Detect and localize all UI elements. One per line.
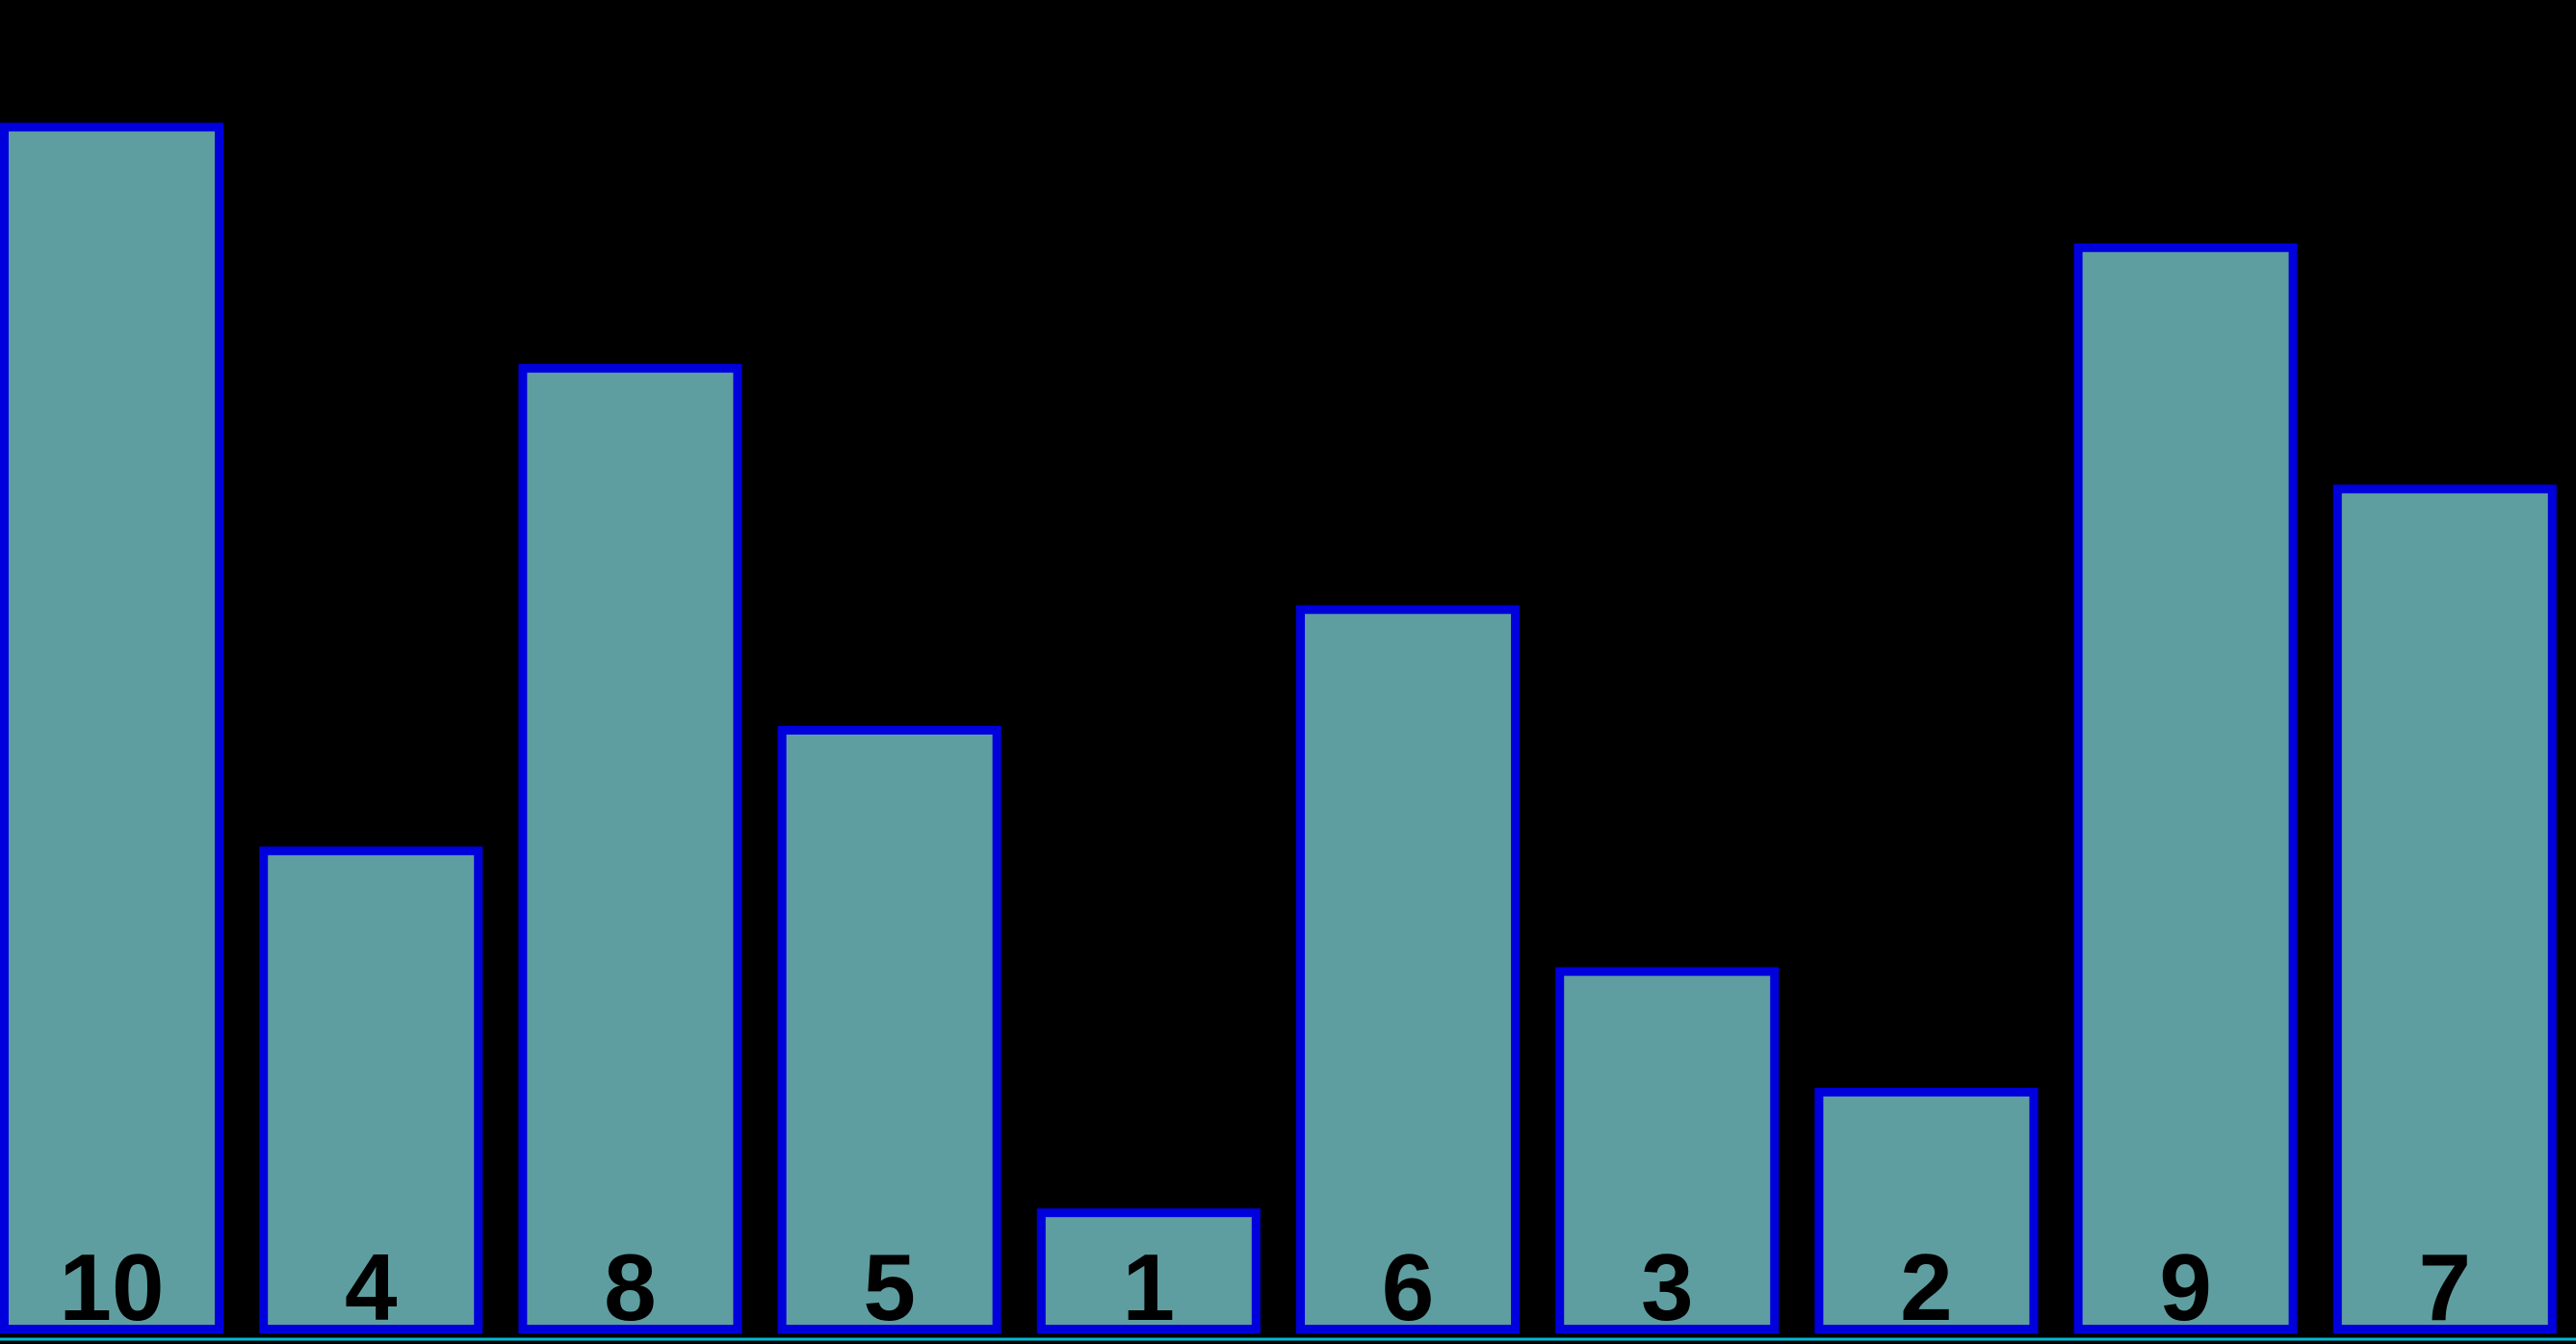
bar-3	[777, 726, 1002, 1333]
bar-8	[2073, 243, 2298, 1333]
bars-layer	[0, 122, 2557, 1334]
bar-value-label-0: 10	[59, 1234, 164, 1340]
bar-value-label-5: 6	[1382, 1234, 1435, 1340]
bar-6	[1555, 967, 1780, 1333]
bar-value-label-4: 1	[1123, 1234, 1176, 1340]
bar-9	[2332, 484, 2557, 1333]
bar-value-label-2: 8	[604, 1234, 657, 1340]
bar-7	[1814, 1087, 2039, 1334]
bar-value-label-8: 9	[2159, 1234, 2212, 1340]
bar-1	[259, 846, 483, 1333]
bar-0	[0, 122, 223, 1333]
bar-value-label-1: 4	[345, 1234, 398, 1340]
bar-2	[518, 364, 742, 1334]
labels-layer: 10 4 8 5 1 6 3 2 9 7	[59, 1234, 2471, 1340]
bar-4	[1036, 1208, 1261, 1333]
bar-value-label-6: 3	[1641, 1234, 1694, 1340]
bar-value-label-7: 2	[1900, 1234, 1953, 1340]
bar-value-label-9: 7	[2419, 1234, 2472, 1340]
bar-5	[1296, 605, 1520, 1333]
bar-value-label-3: 5	[863, 1234, 916, 1340]
